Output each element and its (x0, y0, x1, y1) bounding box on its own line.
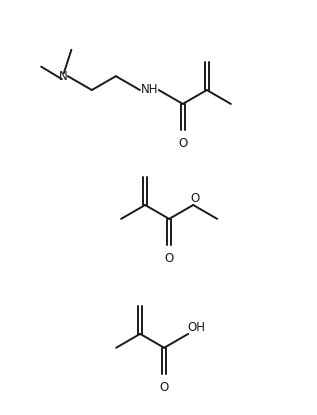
Text: O: O (191, 192, 200, 205)
Text: N: N (58, 70, 67, 83)
Text: O: O (178, 137, 187, 150)
Text: O: O (159, 381, 169, 394)
Text: O: O (165, 252, 174, 265)
Text: NH: NH (141, 83, 158, 95)
Text: OH: OH (187, 322, 205, 334)
